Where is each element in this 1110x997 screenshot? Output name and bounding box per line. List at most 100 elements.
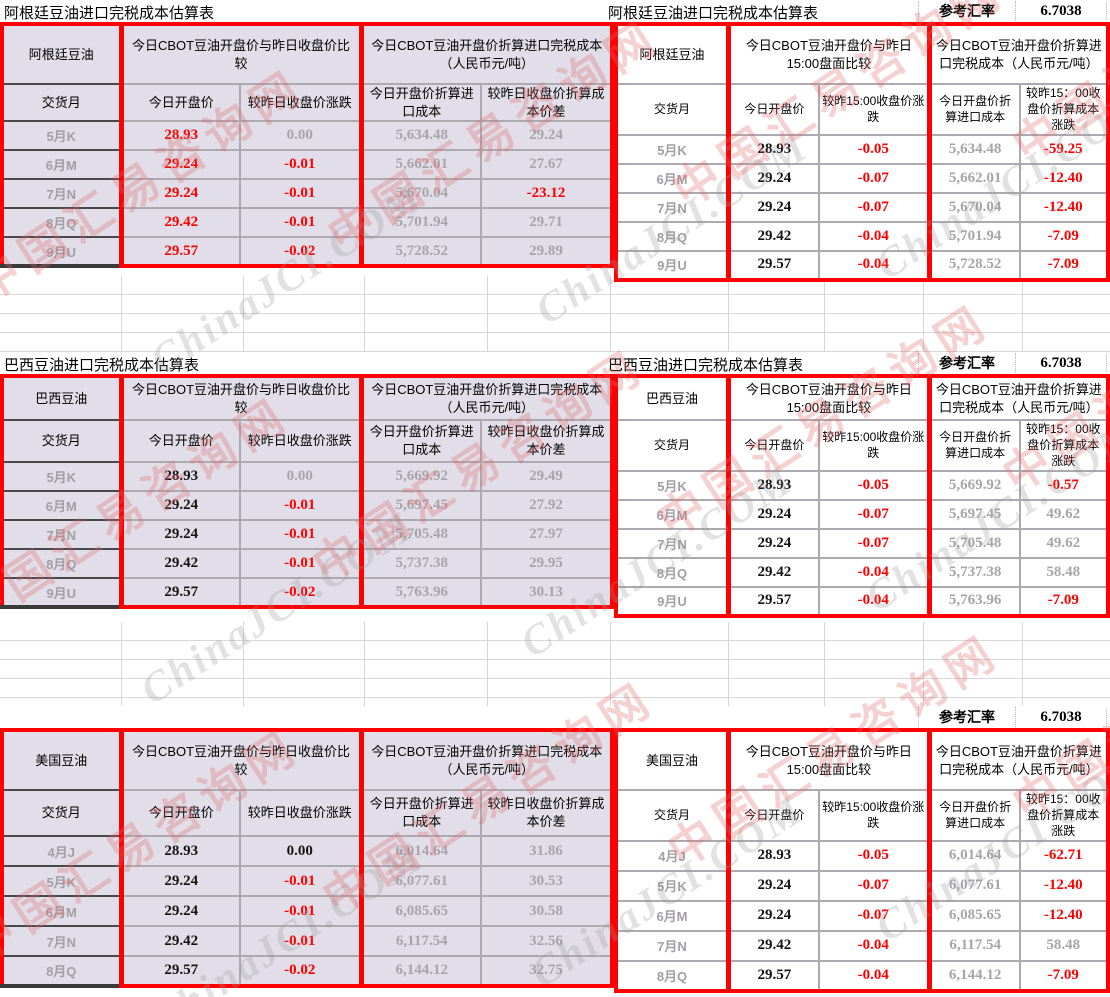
section-brazil: 巴西豆油进口完税成本估算表 巴西豆油进口完税成本估算表 参考汇率 6.7038 …	[0, 352, 1110, 618]
open-price-cell: 29.24	[121, 866, 241, 897]
table-row: 9月U 29.57 -0.04 5,728.52 -7.09	[616, 250, 1108, 282]
cost-diff-cell: 29.95	[481, 549, 613, 579]
table-row: 5月K 28.93 -0.05 5,669.92 -0.57	[616, 470, 1108, 501]
table-row: 6月M 29.24 -0.07 5,697.45 49.62	[616, 499, 1108, 530]
import-cost-cell: 6,077.61	[929, 870, 1021, 902]
change-cell: 0.00	[240, 462, 364, 492]
open-price-cell: 29.24	[121, 179, 241, 210]
delivery-month-cell: 5月K	[2, 462, 124, 492]
cost-diff-cell: 27.67	[481, 150, 613, 181]
compare-group-header: 今日CBOT豆油开盘价与昨日收盘价比较	[121, 24, 364, 85]
delivery-month-cell: 9月U	[2, 237, 124, 269]
import-cost-cell: 5,697.45	[929, 499, 1021, 530]
column-header-row: 交货月 今日开盘价 较昨15:00收盘价涨跌 今日开盘价折算进口成本 较昨15：…	[616, 790, 1108, 842]
change-cell: -0.04	[818, 586, 932, 618]
cost-group-header: 今日CBOT豆油开盘价折算进口完税成本（人民币元/吨）	[361, 24, 613, 85]
import-cost-cell: 5,669.92	[929, 470, 1021, 501]
delivery-month-cell: 7月N	[2, 926, 124, 957]
col-header-change: 较昨15:00收盘价涨跌	[818, 790, 932, 842]
column-header-row: 交货月 今日开盘价 较昨15:00收盘价涨跌 今日开盘价折算进口成本 较昨15：…	[616, 84, 1108, 136]
page-title: 巴西豆油进口完税成本估算表	[608, 357, 804, 374]
delivery-month-cell: 9月U	[2, 578, 124, 609]
open-price-cell: 29.42	[728, 930, 820, 962]
col-header-change: 较昨日收盘价涨跌	[240, 420, 364, 463]
column-header-row: 交货月 今日开盘价 较昨日收盘价涨跌 今日开盘价折算进口成本 较昨日收盘价折算成…	[2, 84, 613, 123]
brazil-left-table: 巴西豆油 今日CBOT豆油开盘价与昨日收盘价比较 今日CBOT豆油开盘价折算进口…	[0, 374, 615, 609]
change-cell: 0.00	[240, 836, 364, 867]
exchange-rate-label: 参考汇率	[918, 1, 1016, 21]
table-row: 4月J 28.93 0.00 6,014.64 31.86	[2, 836, 613, 867]
cost-group-header: 今日CBOT豆油开盘价折算进口完税成本（人民币元/吨）	[929, 730, 1108, 791]
table-row: 7月N 29.24 -0.07 5,670.04 -12.40	[616, 192, 1108, 223]
open-price-cell: 29.57	[728, 250, 820, 282]
group-header-row: 美国豆油 今日CBOT豆油开盘价与昨日收盘价比较 今日CBOT豆油开盘价折算进口…	[2, 730, 613, 791]
table-pair: 巴西豆油 今日CBOT豆油开盘价与昨日收盘价比较 今日CBOT豆油开盘价折算进口…	[0, 374, 1110, 618]
table-row: 9月U 29.57 -0.02 5,728.52 29.89	[2, 237, 613, 269]
delivery-month-cell: 4月J	[2, 836, 124, 867]
cost-diff-cell: 27.92	[481, 491, 613, 521]
column-header-row: 交货月 今日开盘价 较昨15:00收盘价涨跌 今日开盘价折算进口成本 较昨15：…	[616, 420, 1108, 472]
group-header-row: 阿根廷豆油 今日CBOT豆油开盘价与昨日收盘价比较 今日CBOT豆油开盘价折算进…	[2, 24, 613, 85]
col-header-month: 交货月	[616, 790, 731, 842]
open-price-cell: 29.57	[121, 956, 241, 988]
col-header-cost: 今日开盘价折算进口成本	[361, 790, 482, 837]
compare-group-header: 今日CBOT豆油开盘价与昨日15:00盘面比较	[728, 24, 932, 85]
delivery-month-cell: 5月K	[616, 470, 731, 501]
delivery-month-cell: 4月J	[616, 840, 731, 872]
cost-diff-cell: 30.53	[481, 866, 613, 897]
import-cost-cell: 5,737.38	[929, 557, 1021, 588]
delivery-month-cell: 7月N	[616, 192, 731, 223]
import-cost-cell: 5,763.96	[929, 586, 1021, 618]
change-cell: -0.01	[240, 491, 364, 521]
open-price-cell: 29.24	[121, 896, 241, 927]
title-strip: 参考汇率 6.7038	[0, 706, 1110, 728]
delivery-month-cell: 7月N	[2, 179, 124, 210]
cost-group-header: 今日CBOT豆油开盘价折算进口完税成本（人民币元/吨）	[361, 376, 613, 421]
exchange-rate: 参考汇率 6.7038	[918, 0, 1107, 22]
table-row: 6月M 29.24 -0.07 6,085.65 -12.40	[616, 900, 1108, 932]
delivery-month-cell: 8月Q	[616, 221, 731, 252]
table-pair: 美国豆油 今日CBOT豆油开盘价与昨日收盘价比较 今日CBOT豆油开盘价折算进口…	[0, 728, 1110, 993]
import-cost-cell: 5,705.48	[361, 520, 482, 550]
group-header-row: 阿根廷豆油 今日CBOT豆油开盘价与昨日15:00盘面比较 今日CBOT豆油开盘…	[616, 24, 1108, 85]
table-row: 9月U 29.57 -0.04 5,763.96 -7.09	[616, 586, 1108, 618]
column-header-row: 交货月 今日开盘价 较昨日收盘价涨跌 今日开盘价折算进口成本 较昨日收盘价折算成…	[2, 420, 613, 463]
argentina-right-table: 阿根廷豆油 今日CBOT豆油开盘价与昨日15:00盘面比较 今日CBOT豆油开盘…	[614, 22, 1110, 282]
table-row: 5月K 29.24 -0.07 6,077.61 -12.40	[616, 870, 1108, 902]
change-cell: -0.01	[240, 150, 364, 181]
col-header-change: 较昨15:00收盘价涨跌	[818, 84, 932, 136]
cost-diff-cell: -7.09	[1019, 221, 1108, 252]
open-price-cell: 28.93	[121, 836, 241, 867]
change-cell: -0.02	[240, 578, 364, 609]
commodity-name-cell: 阿根廷豆油	[616, 24, 731, 85]
open-price-cell: 29.42	[121, 208, 241, 239]
page-title: 阿根廷豆油进口完税成本估算表	[4, 5, 215, 22]
cost-diff-cell: 29.24	[481, 121, 613, 152]
col-header-open: 今日开盘价	[121, 790, 241, 837]
delivery-month-cell: 8月Q	[2, 549, 124, 579]
col-header-open: 今日开盘价	[728, 790, 820, 842]
import-cost-cell: 5,728.52	[929, 250, 1021, 282]
cost-group-header: 今日CBOT豆油开盘价折算进口完税成本（人民币元/吨）	[361, 730, 613, 791]
cost-diff-cell: -59.25	[1019, 134, 1108, 165]
cost-diff-cell: 58.48	[1019, 930, 1108, 962]
table-row: 8月Q 29.42 -0.01 5,701.94 29.71	[2, 208, 613, 239]
cost-diff-cell: 29.71	[481, 208, 613, 239]
change-cell: -0.01	[240, 926, 364, 957]
cost-diff-cell: -23.12	[481, 179, 613, 210]
cost-diff-cell: -12.40	[1019, 163, 1108, 194]
group-header-row: 巴西豆油 今日CBOT豆油开盘价与昨日15:00盘面比较 今日CBOT豆油开盘价…	[616, 376, 1108, 421]
table-row: 4月J 28.93 -0.05 6,014.64 -62.71	[616, 840, 1108, 872]
change-cell: -0.02	[240, 237, 364, 269]
import-cost-cell: 6,077.61	[361, 866, 482, 897]
cost-diff-cell: -62.71	[1019, 840, 1108, 872]
import-cost-cell: 5,662.01	[361, 150, 482, 181]
cost-diff-cell: -7.09	[1019, 586, 1108, 618]
delivery-month-cell: 5月K	[616, 134, 731, 165]
delivery-month-cell: 7月N	[616, 528, 731, 559]
cost-diff-cell: 29.49	[481, 462, 613, 492]
compare-group-header: 今日CBOT豆油开盘价与昨日收盘价比较	[121, 376, 364, 421]
open-price-cell: 29.24	[121, 150, 241, 181]
table-row: 6月M 29.24 -0.01 5,662.01 27.67	[2, 150, 613, 181]
open-price-cell: 29.24	[728, 870, 820, 902]
